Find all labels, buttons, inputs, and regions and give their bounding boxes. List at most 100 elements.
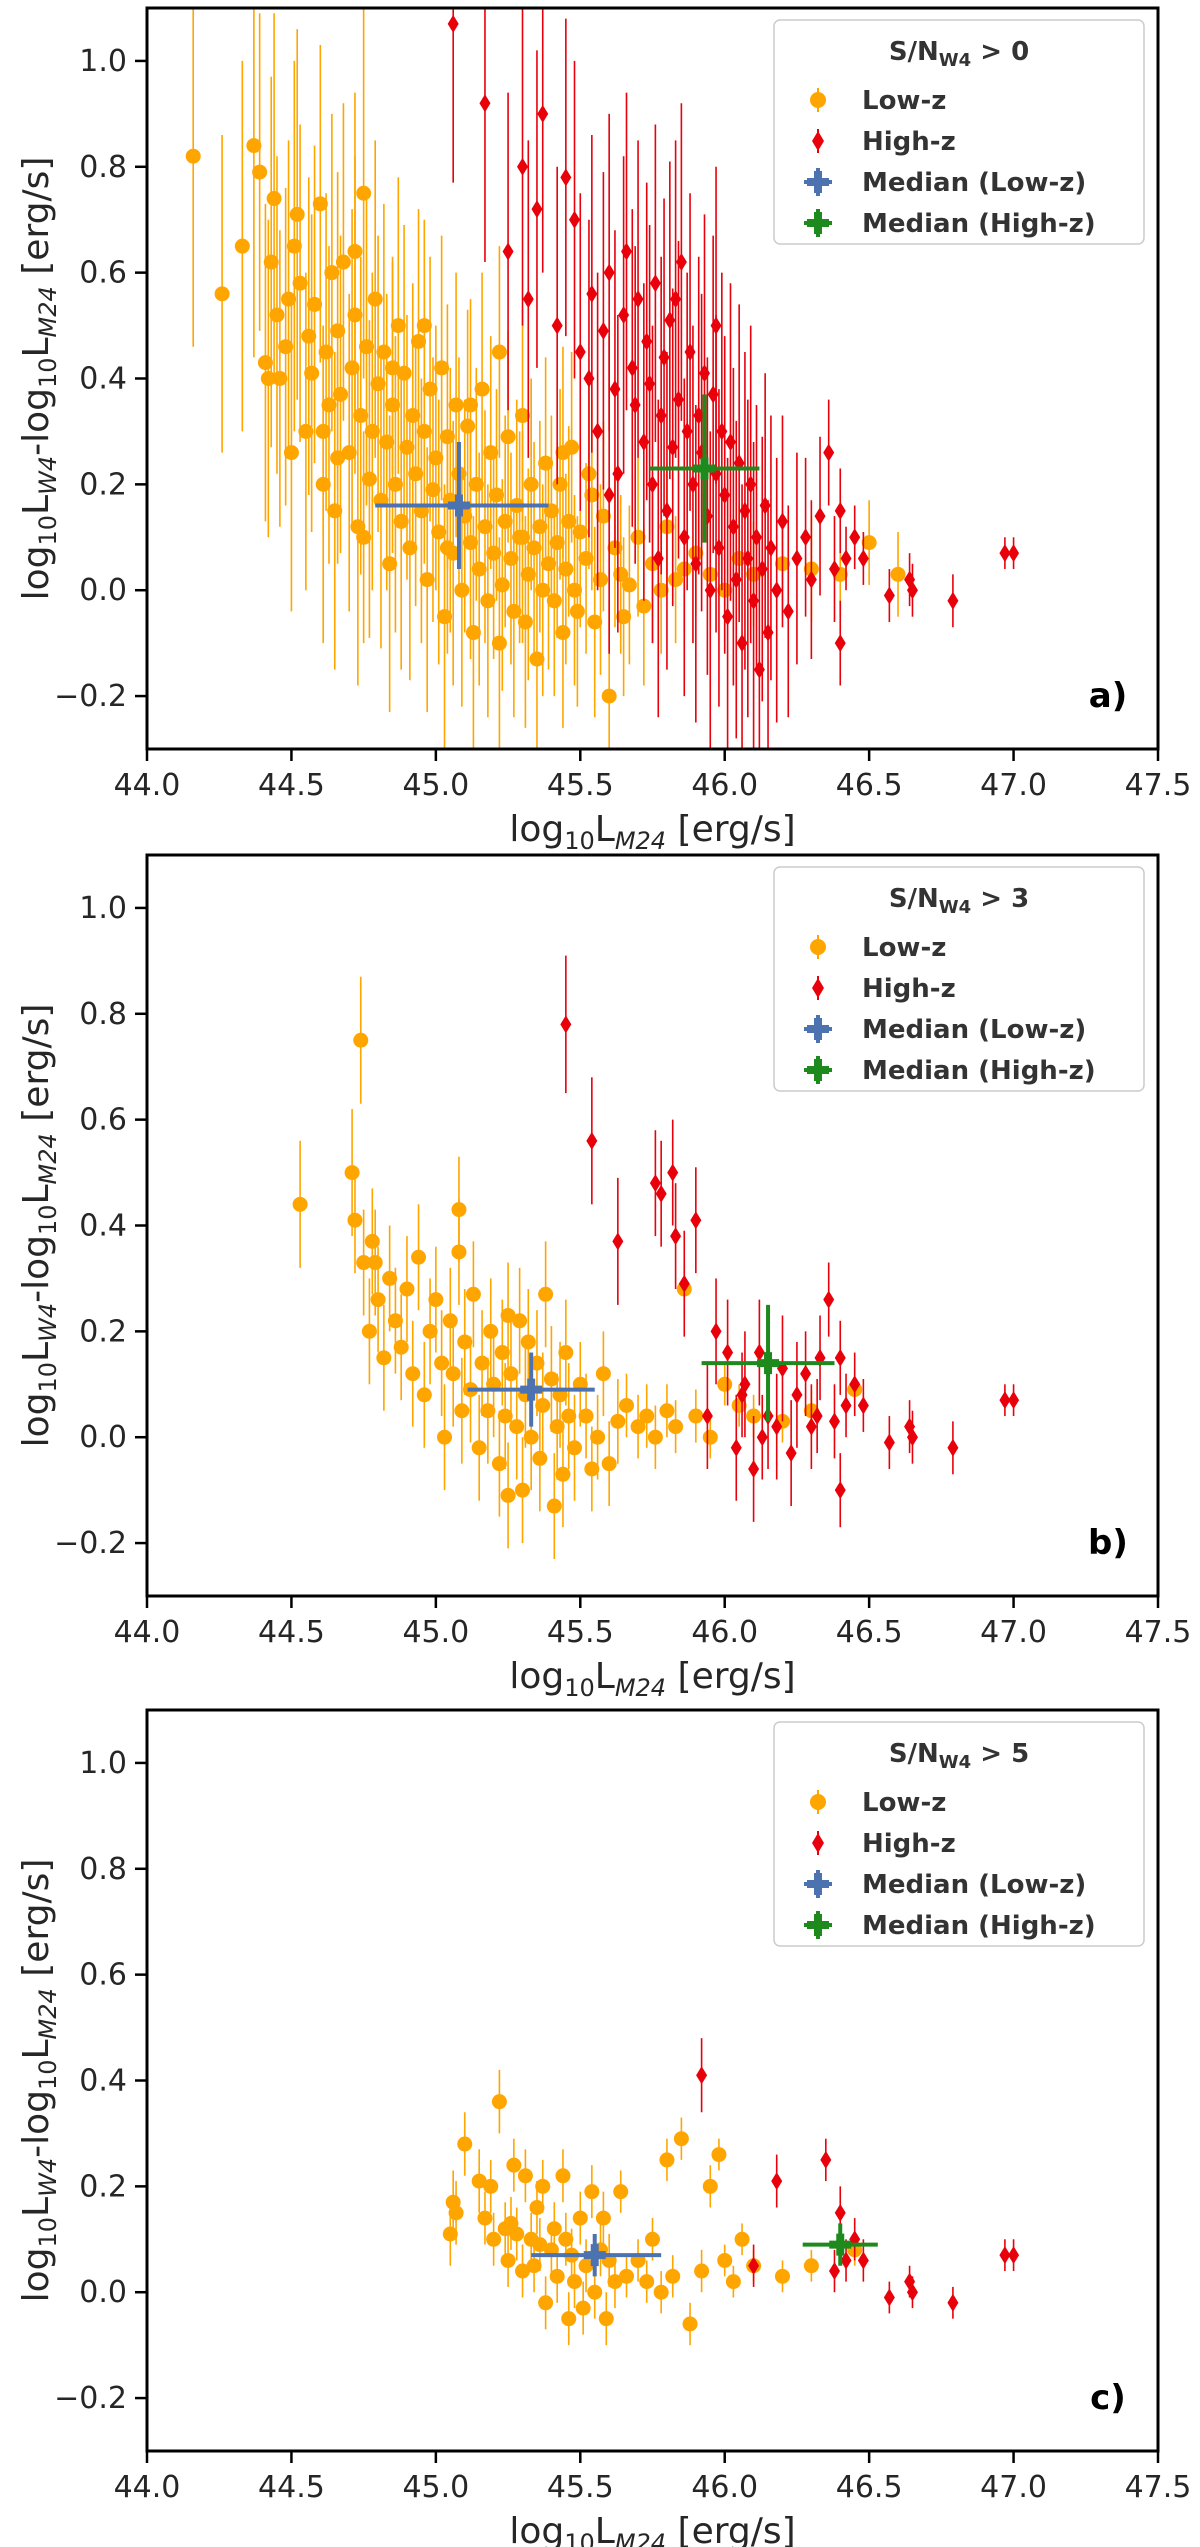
high-z-point bbox=[658, 348, 670, 367]
high-z-point bbox=[849, 528, 861, 547]
high-z-point bbox=[739, 501, 751, 520]
plot-area bbox=[292, 955, 1020, 1559]
low-z-point bbox=[717, 2252, 733, 2268]
high-z-point bbox=[502, 242, 514, 261]
low-z-point bbox=[890, 566, 906, 582]
low-z-point bbox=[483, 445, 499, 461]
x-tick-label: 46.5 bbox=[836, 768, 903, 803]
high-z-point bbox=[678, 528, 690, 547]
high-z-point bbox=[785, 1444, 797, 1463]
high-z-point bbox=[756, 1428, 768, 1447]
low-z-point bbox=[477, 2210, 493, 2226]
low-z-point bbox=[333, 386, 349, 402]
low-z-point bbox=[595, 508, 611, 524]
low-z-point bbox=[457, 1334, 473, 1350]
high-z-point bbox=[828, 2262, 840, 2281]
low-z-point bbox=[437, 609, 453, 625]
high-z-point bbox=[947, 2293, 959, 2312]
low-z-point bbox=[356, 185, 372, 201]
high-z-point bbox=[672, 390, 684, 409]
high-z-point bbox=[791, 1385, 803, 1404]
low-z-point bbox=[474, 381, 490, 397]
low-z-point bbox=[673, 2131, 689, 2147]
low-z-point bbox=[376, 1350, 392, 1366]
panel-label: b) bbox=[1088, 1523, 1128, 1563]
low-z-point bbox=[526, 540, 542, 556]
high-z-point bbox=[690, 1211, 702, 1230]
high-z-point bbox=[517, 157, 529, 176]
low-z-point bbox=[593, 572, 609, 588]
high-z-point bbox=[840, 549, 852, 568]
median-high-z-marker bbox=[757, 1352, 780, 1375]
high-z-point bbox=[857, 2251, 869, 2270]
low-z-point bbox=[515, 529, 531, 545]
low-z-point bbox=[561, 2311, 577, 2327]
low-z-point bbox=[538, 2295, 554, 2311]
series-low-z bbox=[442, 2069, 863, 2346]
high-z-point bbox=[811, 1407, 823, 1426]
legend-entry-median-low-z: Median (Low-z) bbox=[804, 1015, 1086, 1045]
low-z-point bbox=[437, 1429, 453, 1445]
low-z-point bbox=[774, 2268, 790, 2284]
low-z-point bbox=[717, 1376, 733, 1392]
high-z-point bbox=[583, 369, 595, 388]
low-z-point bbox=[359, 339, 375, 355]
high-z-point bbox=[560, 168, 572, 187]
y-tick-label: 0.6 bbox=[79, 1103, 127, 1138]
low-z-point bbox=[619, 2268, 635, 2284]
low-z-point bbox=[636, 598, 652, 614]
legend-label: Median (High-z) bbox=[862, 1911, 1096, 1941]
low-z-point bbox=[341, 445, 357, 461]
low-z-point bbox=[347, 243, 363, 259]
low-z-point bbox=[428, 1292, 444, 1308]
high-z-point bbox=[719, 485, 731, 504]
low-z-point bbox=[558, 1345, 574, 1361]
low-z-point bbox=[382, 1270, 398, 1286]
high-z-point bbox=[664, 311, 676, 330]
high-z-point bbox=[681, 422, 693, 441]
x-tick-label: 47.0 bbox=[980, 1615, 1047, 1650]
high-z-point bbox=[849, 1375, 861, 1394]
low-z-point bbox=[246, 138, 262, 154]
high-z-point bbox=[828, 1412, 840, 1431]
low-z-point bbox=[688, 1408, 704, 1424]
y-tick-label: 1.0 bbox=[79, 1746, 127, 1781]
low-z-point bbox=[356, 1255, 372, 1271]
high-z-point bbox=[906, 581, 918, 600]
low-z-point bbox=[506, 603, 522, 619]
low-z-point bbox=[567, 2274, 583, 2290]
low-z-point bbox=[252, 164, 268, 180]
y-tick-label: 0.4 bbox=[79, 362, 127, 397]
high-z-point bbox=[647, 475, 658, 494]
low-z-point bbox=[520, 1334, 536, 1350]
high-z-point bbox=[771, 1417, 783, 1436]
high-z-point bbox=[522, 290, 534, 309]
low-z-point bbox=[607, 2274, 623, 2290]
high-z-point bbox=[765, 538, 777, 557]
high-z-point bbox=[771, 2172, 783, 2191]
low-z-point bbox=[416, 318, 432, 334]
low-z-point bbox=[390, 318, 406, 334]
low-z-point bbox=[405, 1366, 421, 1382]
legend-marker-plus bbox=[807, 1018, 829, 1040]
low-z-point bbox=[503, 1366, 519, 1382]
high-z-point bbox=[730, 1438, 742, 1457]
y-tick-label: 0.4 bbox=[79, 1209, 127, 1244]
low-z-point bbox=[416, 1387, 432, 1403]
high-z-point bbox=[999, 544, 1011, 563]
low-z-point bbox=[584, 2184, 600, 2200]
low-z-point bbox=[529, 2200, 545, 2216]
low-z-point bbox=[283, 445, 299, 461]
low-z-point bbox=[422, 1323, 438, 1339]
low-z-point bbox=[555, 1466, 571, 1482]
low-z-point bbox=[541, 556, 557, 572]
median-low-z-marker bbox=[520, 1378, 543, 1401]
low-z-point bbox=[630, 529, 646, 545]
high-z-point bbox=[537, 104, 549, 123]
high-z-point bbox=[840, 2251, 852, 2270]
high-z-point bbox=[716, 422, 728, 441]
low-z-point bbox=[335, 254, 351, 270]
legend-marker-circle bbox=[810, 1794, 826, 1810]
low-z-point bbox=[489, 487, 505, 503]
